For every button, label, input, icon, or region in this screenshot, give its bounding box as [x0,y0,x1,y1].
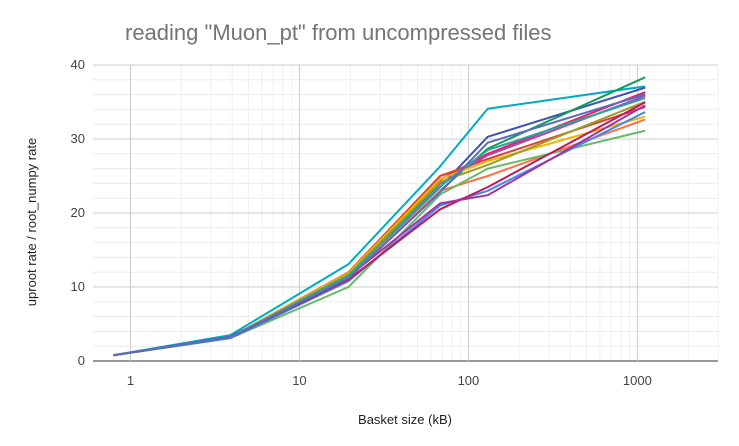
x-tick-label: 1000 [623,373,652,388]
y-tick-label: 40 [71,57,85,72]
y-axis-label: uproot rate / root_numpy rate [24,138,39,306]
y-tick-label: 30 [71,131,85,146]
series-line-2 [113,86,646,357]
series-line-8 [113,118,646,357]
x-tick-label: 10 [292,373,306,388]
series-line-12 [113,101,646,357]
series-line-1 [113,85,646,357]
series-line-4 [113,91,646,357]
x-tick-label: 1 [127,373,134,388]
series-lines [113,76,646,357]
tick-labels: 0 10 20 30 40 1 10 100 1000 [71,57,652,388]
chart-title: reading "Muon_pt" from uncompressed file… [125,20,552,45]
y-tick-label: 20 [71,205,85,220]
x-axis-label: Basket size (kB) [358,412,452,427]
x-tick-label: 100 [458,373,480,388]
y-tick-label: 0 [78,353,85,368]
y-tick-label: 10 [71,279,85,294]
series-line-15 [113,93,646,357]
